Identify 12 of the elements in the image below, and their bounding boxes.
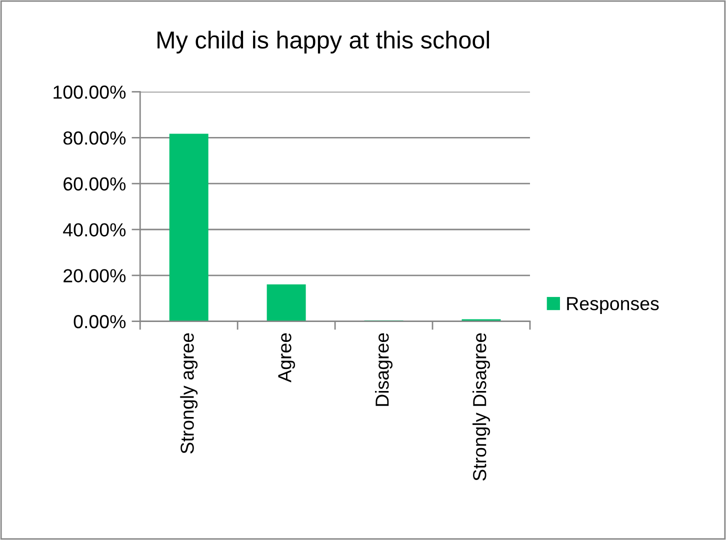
y-tick-label: 60.00%: [64, 177, 126, 191]
x-tick-label: Disagree: [375, 333, 393, 406]
x-tick-label: Strongly Disagree: [472, 333, 490, 481]
y-tick-label: 80.00%: [63, 131, 126, 145]
y-tick-label: 0.00%: [74, 315, 126, 328]
x-tick-label: Strongly agree: [180, 333, 198, 454]
y-tick-label: 100.00%: [54, 86, 126, 99]
y-tick-label: 20.00%: [64, 269, 126, 282]
x-tick-label: Agree: [278, 333, 296, 382]
legend-label: Responses: [567, 297, 659, 314]
chart-title: My child is happy at this school: [158, 30, 489, 54]
y-tick-label: 40.00%: [63, 223, 126, 236]
